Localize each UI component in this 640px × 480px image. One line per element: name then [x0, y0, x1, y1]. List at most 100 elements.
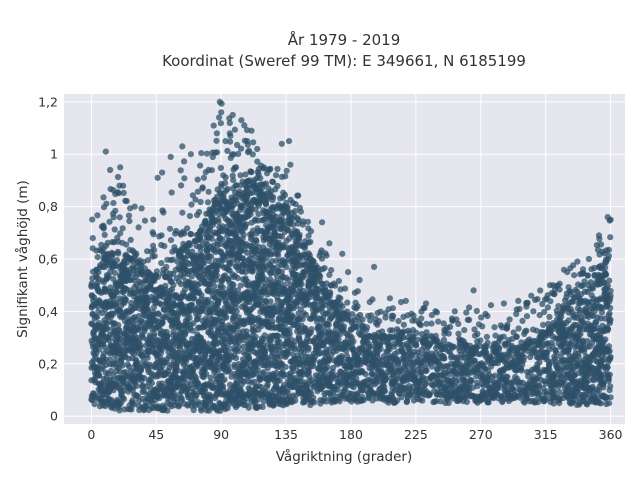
data-point: [102, 356, 109, 363]
data-point: [233, 355, 240, 362]
data-point: [292, 397, 299, 404]
data-point: [283, 263, 290, 271]
data-point: [203, 370, 210, 378]
data-point: [115, 322, 122, 329]
data-point: [116, 407, 123, 414]
data-point: [223, 314, 230, 321]
data-point: [324, 364, 331, 371]
data-point: [107, 284, 114, 291]
data-point: [111, 269, 118, 276]
data-point: [190, 320, 197, 327]
data-point: [308, 326, 315, 333]
data-point: [122, 296, 129, 303]
data-point: [139, 319, 146, 326]
data-point: [207, 374, 214, 381]
data-point: [159, 319, 166, 326]
data-point: [252, 333, 259, 340]
data-point: [208, 235, 215, 242]
data-point: [120, 396, 127, 403]
data-point: [96, 372, 103, 379]
data-point: [141, 375, 148, 382]
data-point: [106, 337, 113, 344]
data-point: [240, 231, 247, 238]
data-point: [164, 332, 171, 340]
data-point: [207, 253, 215, 260]
data-point: [504, 373, 511, 380]
data-point: [230, 282, 237, 289]
data-point: [90, 294, 98, 301]
data-point: [325, 321, 332, 329]
data-point: [151, 330, 158, 337]
data-point: [158, 346, 165, 353]
data-point: [158, 301, 165, 308]
data-point: [119, 362, 126, 369]
data-point: [205, 340, 212, 347]
data-point: [189, 248, 196, 255]
data-point: [419, 397, 426, 404]
data-point: [198, 292, 205, 299]
data-point: [134, 359, 141, 367]
data-point: [164, 407, 171, 414]
data-point: [174, 367, 182, 374]
data-point: [113, 257, 120, 264]
data-point: [103, 325, 111, 332]
data-point: [188, 301, 196, 308]
data-point: [298, 281, 305, 288]
data-point: [219, 284, 226, 291]
data-point: [247, 211, 254, 218]
data-point: [114, 289, 121, 296]
data-point: [213, 276, 220, 283]
data-point: [155, 372, 162, 379]
data-point: [116, 327, 123, 334]
data-point: [215, 216, 222, 223]
data-point: [575, 353, 582, 360]
data-point: [275, 333, 282, 340]
data-point: [262, 201, 270, 208]
data-point: [95, 346, 103, 353]
data-point: [336, 398, 343, 405]
data-point: [440, 353, 447, 360]
data-point: [182, 358, 190, 365]
data-point: [521, 354, 528, 361]
data-point: [195, 380, 202, 387]
data-point: [468, 377, 475, 384]
data-point: [148, 380, 155, 387]
data-point: [202, 323, 209, 330]
data-point: [253, 238, 260, 245]
data-point: [197, 247, 204, 254]
data-point: [133, 382, 140, 389]
data-point: [221, 376, 228, 383]
data-point: [107, 356, 114, 363]
data-point: [551, 388, 558, 395]
data-point: [170, 282, 177, 289]
data-point: [381, 387, 389, 394]
data-point: [136, 312, 143, 320]
data-point: [200, 260, 207, 267]
data-point: [259, 403, 266, 410]
data-point: [137, 342, 144, 349]
data-point: [463, 398, 470, 405]
data-point: [130, 401, 138, 408]
data-point: [276, 377, 283, 384]
data-point: [334, 386, 341, 393]
data-point: [243, 221, 250, 228]
data-point: [305, 346, 312, 353]
data-point: [338, 353, 345, 360]
data-point: [189, 327, 196, 334]
data-point: [202, 388, 209, 395]
data-point: [214, 360, 221, 367]
data-point: [234, 275, 241, 282]
data-point: [282, 363, 289, 370]
data-point: [113, 357, 120, 364]
data-point: [186, 314, 193, 322]
data-point: [311, 399, 318, 406]
data-point: [243, 328, 250, 335]
data-point: [249, 268, 256, 275]
data-point: [178, 281, 185, 288]
data-point: [233, 308, 240, 315]
data-point: [211, 283, 218, 290]
data-point: [362, 371, 369, 378]
data-point: [350, 338, 357, 345]
data-point: [128, 406, 135, 413]
